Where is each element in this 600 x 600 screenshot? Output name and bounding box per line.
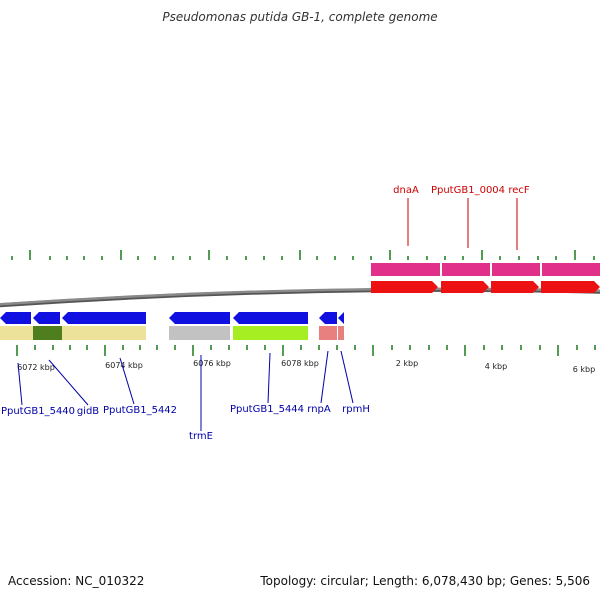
- cds-arrow-forward: [541, 281, 600, 293]
- scale-label: 2 kbp: [396, 359, 418, 368]
- scale-label: 6076 kbp: [193, 359, 231, 368]
- genome-summary-text: Topology: circular; Length: 6,078,430 bp…: [260, 574, 590, 588]
- gene-feature-bottom: [62, 326, 146, 340]
- cds-arrow-reverse: [338, 312, 344, 324]
- gene-label-top: PputGB1_0004: [431, 185, 505, 196]
- gene-label-bottom: PputGB1_5440: [1, 406, 75, 417]
- label-leader-bottom: [119, 357, 135, 405]
- cds-arrow-reverse: [33, 312, 60, 324]
- cds-arrow-reverse: [233, 312, 308, 324]
- gene-label-top: recF: [508, 185, 530, 196]
- cds-arrow-forward: [441, 281, 489, 293]
- gene-label-bottom: rnpA: [307, 404, 331, 415]
- cds-arrow-reverse: [319, 312, 337, 324]
- gene-feature-bottom: [33, 326, 62, 340]
- gene-feature-top: [371, 263, 440, 276]
- cds-arrow-forward: [371, 281, 438, 293]
- cds-arrow-reverse: [62, 312, 146, 324]
- gene-feature-bottom: [338, 326, 344, 340]
- label-leader-bottom: [267, 352, 271, 404]
- cds-arrow-reverse: [0, 312, 31, 324]
- gene-label-bottom: PputGB1_5442: [103, 405, 177, 416]
- label-leader-bottom: [48, 359, 89, 406]
- gene-feature-bottom: [0, 326, 33, 340]
- accession-text: Accession: NC_010322: [8, 574, 145, 588]
- scale-label: 6078 kbp: [281, 359, 319, 368]
- gene-label-bottom: rpmH: [342, 404, 370, 415]
- gene-feature-bottom: [169, 326, 230, 340]
- gene-feature-top: [442, 263, 490, 276]
- gene-label-bottom: gidB: [77, 406, 99, 417]
- label-leader-bottom: [340, 350, 354, 404]
- gene-label-bottom: PputGB1_5444: [230, 404, 304, 415]
- scale-label: 6 kbp: [573, 365, 595, 374]
- scale-label: 4 kbp: [485, 362, 507, 371]
- gene-feature-top: [542, 263, 600, 276]
- cds-arrow-reverse: [169, 312, 230, 324]
- cds-arrow-forward: [491, 281, 539, 293]
- gene-feature-bottom: [319, 326, 337, 340]
- scale-label: 6072 kbp: [17, 363, 55, 372]
- genome-title: Pseudomonas putida GB-1, complete genome: [162, 10, 438, 24]
- label-leader-bottom: [17, 362, 23, 406]
- scale-label: 6074 kbp: [105, 361, 143, 370]
- gene-feature-bottom: [233, 326, 308, 340]
- gene-label-bottom: trmE: [189, 431, 213, 442]
- gene-label-top: dnaA: [393, 185, 419, 196]
- label-leader-bottom: [320, 350, 329, 404]
- gene-feature-top: [492, 263, 540, 276]
